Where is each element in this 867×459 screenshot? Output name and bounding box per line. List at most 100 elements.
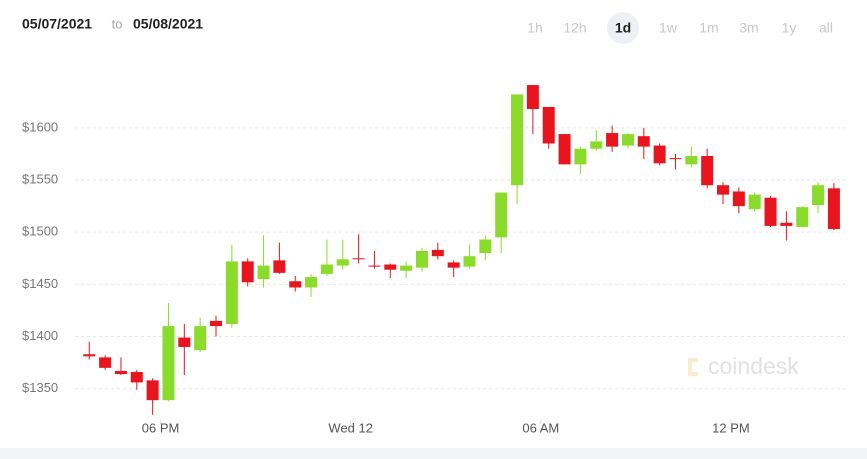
candle-body [257,265,270,280]
candle [796,206,809,227]
candle [178,324,191,376]
candle-body [574,148,587,165]
range-button-highlight [607,12,639,44]
range-button[interactable]: 1h [527,20,543,36]
range-button[interactable]: 12h [563,20,586,36]
x-tick-label: 12 PM [712,420,750,435]
range-button-label[interactable]: 1m [699,20,718,36]
candle-body [194,326,207,351]
y-tick-label: $1600 [22,119,58,134]
range-button[interactable]: 1y [782,20,797,36]
candle-body [241,261,254,283]
candle-body [114,370,127,375]
candle-body [542,106,555,144]
candle [320,239,333,276]
range-button[interactable]: 1w [659,20,678,36]
candle [415,247,428,272]
y-tick-label: $1400 [22,328,58,343]
candle [225,244,238,329]
candle-body [685,156,698,165]
candle [558,134,571,165]
candle-body [717,185,730,195]
candle [130,369,143,390]
candle-body [780,222,793,226]
candle-body [606,133,619,147]
candle-body [400,265,413,271]
date-to: 05/08/2021 [133,16,203,32]
candle-body [764,197,777,226]
candle [732,187,745,214]
candle-body [669,158,682,160]
watermark-text: coindesk [708,353,799,379]
candle [368,250,381,269]
candle [352,234,365,264]
candle-body [526,85,539,110]
candle-body [178,337,191,347]
candle [241,258,254,287]
candle [812,182,825,214]
candle [210,315,223,337]
watermark-icon [688,358,698,376]
candle [99,355,112,370]
candle-body [368,265,381,267]
candle-body [305,277,318,288]
range-button[interactable]: 3m [739,20,758,36]
candle [273,242,286,274]
candle-body [431,249,444,257]
candle-body [621,134,634,146]
candle-body [495,192,508,238]
candle [542,106,555,149]
candle-body [827,188,840,230]
candle [717,182,730,204]
range-button[interactable]: all [819,20,833,36]
candle [289,276,302,292]
watermark: coindesk [688,353,799,379]
y-tick-label: $1450 [22,276,58,291]
candle [495,192,508,254]
candle [162,303,175,402]
candle-body [637,136,650,147]
candle [764,195,777,227]
x-tick-label: 06 AM [522,420,559,435]
range-button-label[interactable]: 1h [527,20,543,36]
candle-body [511,94,524,186]
candle [447,260,460,278]
candle-body [415,250,428,268]
range-button[interactable]: 1d [607,12,639,44]
candle-body [447,262,460,268]
range-button-label[interactable]: 1w [659,20,678,36]
range-button-label[interactable]: 1y [782,20,797,36]
range-button-label[interactable]: 3m [739,20,758,36]
candle [257,235,270,288]
candle-body [352,258,365,260]
range-button-label[interactable]: 1d [615,20,631,36]
candle [637,127,650,160]
candle [669,153,682,170]
candle [653,143,666,166]
range-button-label[interactable]: 12h [563,20,586,36]
candle [479,235,492,261]
y-tick-label: $1350 [22,380,58,395]
candle-body [479,239,492,254]
candle [701,148,714,189]
candle-body [384,264,397,270]
candle-body [146,380,159,401]
candle-body [273,260,286,273]
range-button[interactable]: 1m [699,20,718,36]
y-tick-label: $1500 [22,224,58,239]
x-tick-label: Wed 12 [328,420,373,435]
candle-body [99,357,112,368]
date-from: 05/07/2021 [22,16,92,32]
candle [384,263,397,279]
candle-body [463,256,476,267]
candle [114,357,127,376]
candle [511,94,524,204]
candle [463,244,476,269]
candle [194,317,207,353]
candle-body [653,145,666,164]
candle-body [289,281,302,288]
candle [590,129,603,151]
range-button-label[interactable]: all [819,20,833,36]
candle-body [732,191,745,207]
